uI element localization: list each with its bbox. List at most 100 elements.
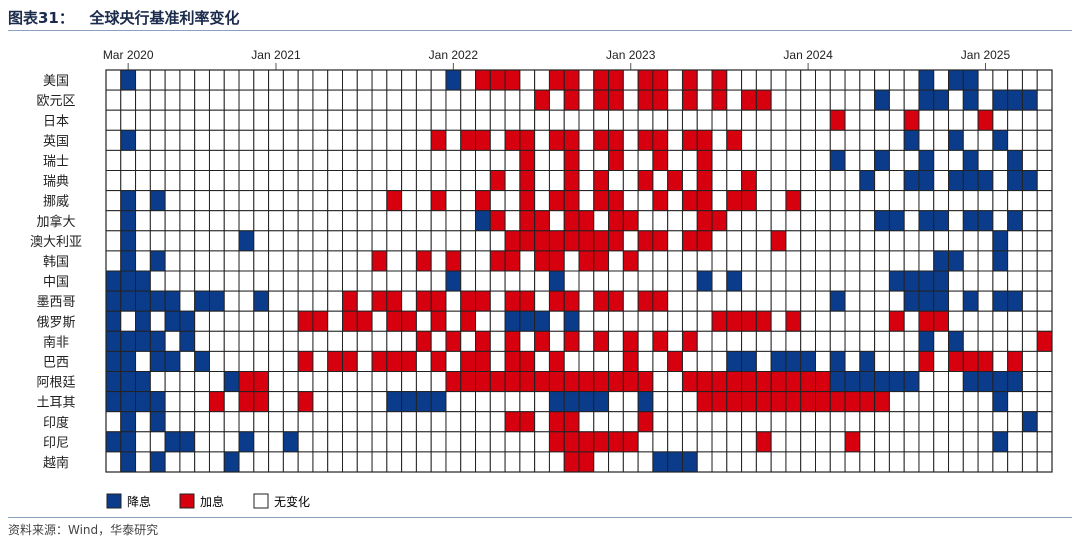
heatmap-cell-hike xyxy=(504,371,521,393)
heatmap-cell-no-change xyxy=(593,451,610,473)
heatmap-cell-no-change xyxy=(726,210,743,232)
heatmap-cell-no-change xyxy=(829,170,846,192)
heatmap-cell-hike xyxy=(489,170,506,192)
heatmap-cell-no-change xyxy=(948,270,964,292)
heatmap-cell-no-change xyxy=(933,371,950,393)
heatmap-cell-cut xyxy=(445,270,462,292)
heatmap-cell-no-change xyxy=(874,230,890,252)
heatmap-cell-no-change xyxy=(105,250,122,272)
heatmap-cell-no-change xyxy=(578,109,595,131)
heatmap-cell-no-change xyxy=(519,69,536,91)
heatmap-cell-no-change xyxy=(726,230,743,252)
heatmap-cell-no-change xyxy=(903,391,920,413)
heatmap-cell-no-change xyxy=(327,250,344,272)
heatmap-cell-no-change xyxy=(504,391,521,413)
heatmap-cell-no-change xyxy=(844,310,861,332)
heatmap-cell-no-change xyxy=(223,109,240,131)
heatmap-cell-no-change xyxy=(888,230,905,252)
heatmap-cell-no-change xyxy=(1021,451,1038,473)
heatmap-cell-cut xyxy=(962,149,979,171)
heatmap-cell-no-change xyxy=(785,210,802,232)
heatmap-cell-no-change xyxy=(371,230,388,252)
heatmap-cell-hike xyxy=(622,210,639,232)
heatmap-cell-hike xyxy=(800,391,816,413)
heatmap-cell-hike xyxy=(711,89,728,111)
heatmap-cell-hike xyxy=(548,431,565,453)
heatmap-cell-hike xyxy=(593,290,610,312)
heatmap-cell-no-change xyxy=(253,109,270,131)
heatmap-cell-no-change xyxy=(135,411,151,433)
heatmap-cell-cut xyxy=(667,451,683,473)
heatmap-cell-no-change xyxy=(1021,290,1038,312)
heatmap-cell-no-change xyxy=(977,149,994,171)
heatmap-cell-hike xyxy=(844,431,861,453)
heatmap-cell-no-change xyxy=(504,270,521,292)
heatmap-cell-no-change xyxy=(637,149,654,171)
heatmap-cell-no-change xyxy=(578,350,595,372)
heatmap-cell-no-change xyxy=(622,411,639,433)
heatmap-cell-no-change xyxy=(268,451,284,473)
heatmap-cell-no-change xyxy=(445,149,462,171)
heatmap-cell-no-change xyxy=(489,129,506,151)
heatmap-cell-no-change xyxy=(888,391,905,413)
heatmap-cell-no-change xyxy=(992,411,1009,433)
heatmap-cell-hike xyxy=(548,250,565,272)
heatmap-cell-no-change xyxy=(445,411,462,433)
heatmap-cell-hike xyxy=(637,69,654,91)
heatmap-cell-no-change xyxy=(327,69,344,91)
heatmap-cell-no-change xyxy=(475,270,491,292)
heatmap-cell-no-change xyxy=(578,89,595,111)
heatmap-cell-no-change xyxy=(888,431,905,453)
heatmap-cell-no-change xyxy=(593,350,610,372)
heatmap-cell-hike xyxy=(652,230,669,252)
heatmap-cell-no-change xyxy=(401,431,417,453)
heatmap-cell-no-change xyxy=(755,230,772,252)
heatmap-cell-no-change xyxy=(962,391,979,413)
heatmap-cell-cut xyxy=(918,330,935,352)
heatmap-cell-no-change xyxy=(933,391,950,413)
heatmap-cell-no-change xyxy=(253,230,270,252)
heatmap-cell-no-change xyxy=(1007,69,1023,91)
heatmap-cell-no-change xyxy=(401,330,417,352)
heatmap-cell-cut xyxy=(149,391,166,413)
heatmap-cell-no-change xyxy=(888,190,905,212)
heatmap-cell-no-change xyxy=(415,371,432,393)
heatmap-cell-no-change xyxy=(327,290,344,312)
heatmap-cell-hike xyxy=(415,330,432,352)
heatmap-cell-no-change xyxy=(962,190,979,212)
heatmap-cell-no-change xyxy=(874,330,890,352)
heatmap-cell-cut xyxy=(563,310,580,332)
heatmap-cell-no-change xyxy=(268,69,284,91)
heatmap-cell-no-change xyxy=(785,451,802,473)
heatmap-cell-no-change xyxy=(992,109,1009,131)
heatmap-cell-no-change xyxy=(445,190,462,212)
heatmap-cell-no-change xyxy=(1021,330,1038,352)
heatmap-cell-no-change xyxy=(238,89,255,111)
heatmap-cell-no-change xyxy=(282,330,299,352)
heatmap-cell-cut xyxy=(992,89,1009,111)
heatmap-cell-no-change xyxy=(282,290,299,312)
heatmap-cell-no-change xyxy=(164,210,181,232)
heatmap-cell-no-change xyxy=(297,330,314,352)
heatmap-cell-no-change xyxy=(888,330,905,352)
legend-cut-label: 降息 xyxy=(127,494,151,509)
heatmap-cell-cut xyxy=(829,290,846,312)
heatmap-cell-no-change xyxy=(800,310,816,332)
heatmap-cell-cut xyxy=(1007,210,1023,232)
heatmap-cell-no-change xyxy=(918,129,935,151)
heatmap-cell-hike xyxy=(637,129,654,151)
heatmap-cell-no-change xyxy=(829,330,846,352)
heatmap-cell-no-change xyxy=(593,411,610,433)
heatmap-cell-cut xyxy=(652,451,669,473)
row-label: 俄罗斯 xyxy=(36,315,75,330)
heatmap-cell-no-change xyxy=(164,371,181,393)
heatmap-cell-no-change xyxy=(962,451,979,473)
heatmap-cell-no-change xyxy=(681,170,698,192)
heatmap-cell-cut xyxy=(933,270,950,292)
heatmap-cell-no-change xyxy=(1036,210,1053,232)
heatmap-cell-no-change xyxy=(504,190,521,212)
heatmap-cell-no-change xyxy=(829,190,846,212)
heatmap-cell-no-change xyxy=(815,310,831,332)
heatmap-cell-no-change xyxy=(312,129,329,151)
heatmap-cell-no-change xyxy=(1036,89,1053,111)
